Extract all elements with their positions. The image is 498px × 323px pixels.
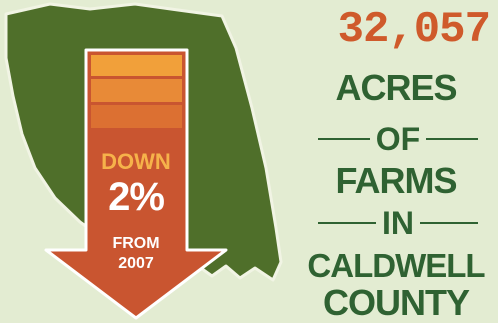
label-farms: FARMS [335, 160, 458, 201]
label-in-ruled: IN [318, 205, 478, 241]
label-in: IN [382, 205, 414, 241]
label-county: COUNTY [323, 282, 470, 323]
arrow-band-2 [91, 79, 182, 102]
arrow-down-label: DOWN [101, 149, 171, 174]
arrow-from-label: FROM [112, 235, 160, 252]
arrow-band-1 [91, 55, 182, 76]
divider [318, 138, 370, 140]
divider [420, 222, 478, 224]
arrow-band-3 [91, 105, 182, 128]
label-caldwell: CALDWELL [307, 247, 485, 284]
label-of: OF [375, 121, 421, 157]
acreage-value: 32,057 [337, 5, 491, 55]
label-acres: ACRES [335, 67, 457, 108]
percent-change: 2% [108, 175, 165, 219]
arrow-year: 2007 [118, 255, 154, 272]
label-of-ruled: OF [318, 121, 478, 157]
divider [318, 222, 376, 224]
divider [426, 138, 478, 140]
